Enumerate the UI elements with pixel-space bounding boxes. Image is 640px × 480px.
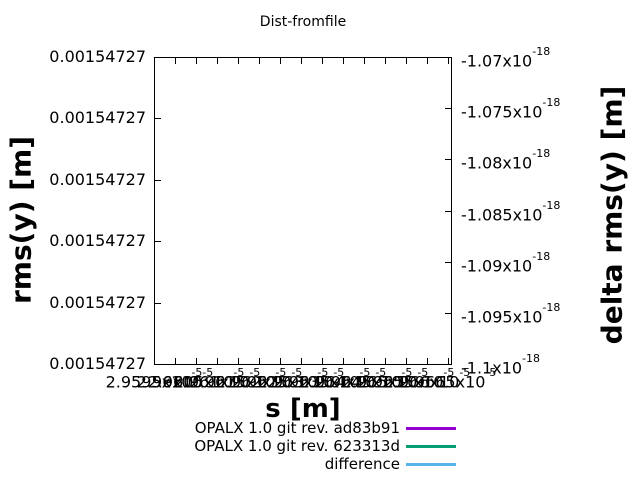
tick-mark (448, 58, 449, 64)
right-axis-title: delta rms(y) [m] (595, 85, 629, 345)
tick-mark (196, 358, 197, 364)
legend-line-swatch (406, 427, 456, 430)
legend-entry-label: OPALX 1.0 git rev. 623313d (194, 437, 400, 455)
x-tick-label: 2.9645x10-5 (315, 366, 413, 392)
y-tick-label: 0.00154727 (49, 108, 146, 128)
y-tick-label: 0.00154727 (49, 169, 146, 189)
x-tick-label: 2.965x10-5 (341, 366, 429, 392)
x-tick-label: 2.964x10-5 (299, 366, 387, 392)
tick-mark (175, 358, 176, 364)
x-tick-label: 2.9595x10-5 (105, 366, 203, 392)
x-tick-label: 2.9615x10-5 (189, 366, 287, 392)
x-tick-label: 2.961x10-5 (173, 366, 261, 392)
y2-tick-label: -1.075x10-18 (461, 96, 561, 122)
legend-entry: difference (150, 455, 470, 473)
x-tick-label: 2.9665x10-5 (399, 366, 497, 392)
y2-tick-label: -1.1x10-18 (461, 352, 541, 378)
x-tick-label: 2.9625x10-5 (231, 366, 329, 392)
tick-mark (301, 58, 302, 64)
tick-mark (322, 58, 323, 64)
tick-mark (343, 358, 344, 364)
x-tick-label: 2.96x10-5 (136, 366, 214, 392)
tick-mark (445, 313, 451, 314)
tick-mark (155, 118, 161, 119)
tick-mark (445, 159, 451, 160)
tick-mark (301, 358, 302, 364)
x-tick-label: 2.9605x10-5 (147, 366, 245, 392)
tick-mark (259, 58, 260, 64)
tick-mark (155, 303, 161, 304)
tick-mark (217, 58, 218, 64)
legend-entry-label: difference (324, 455, 400, 473)
tick-mark (155, 180, 161, 181)
tick-mark (217, 358, 218, 364)
x-tick-label: 2.9655x10-5 (357, 366, 455, 392)
y-tick-label: 0.00154727 (49, 231, 146, 251)
tick-mark (445, 211, 451, 212)
legend-entry: OPALX 1.0 git rev. 623313d (150, 437, 470, 455)
x-tick-label: 2.963x10-5 (257, 366, 345, 392)
y2-tick-label: -1.095x10-18 (461, 300, 561, 327)
left-axis-title: rms(y) [m] (4, 135, 38, 305)
tick-mark (385, 58, 386, 64)
tick-mark (448, 358, 449, 364)
tick-mark (238, 58, 239, 64)
y2-tick-label: -1.085x10-18 (461, 198, 561, 224)
legend-entry: OPALX 1.0 git rev. ad83b91 (150, 419, 470, 437)
y2-tick-label: -1.08x10-18 (461, 147, 551, 173)
tick-mark (406, 358, 407, 364)
y-tick-label: 0.00154727 (49, 354, 146, 373)
tick-mark (427, 358, 428, 364)
tick-mark (445, 262, 451, 263)
chart-title: Dist-fromfile (259, 14, 347, 30)
x-tick-label: 2.9635x10-5 (273, 366, 371, 392)
tick-mark (196, 58, 197, 64)
tick-mark (406, 58, 407, 64)
y2-tick-label: -1.09x10-18 (461, 249, 551, 275)
x-tick-label: 2.962x10-5 (215, 366, 303, 392)
tick-mark (280, 58, 281, 64)
x-tick-label: 2.966x10-5 (383, 366, 471, 392)
tick-mark (259, 358, 260, 364)
tick-mark (322, 358, 323, 364)
legend-line-swatch (406, 463, 456, 466)
legend-entry-label: OPALX 1.0 git rev. ad83b91 (194, 419, 400, 437)
x-axis-title: s [m] (265, 394, 341, 424)
y-tick-label: 0.00154727 (49, 47, 146, 66)
tick-mark (364, 58, 365, 64)
plot-area (154, 57, 452, 365)
legend-line-swatch (406, 445, 456, 448)
tick-mark (385, 358, 386, 364)
y2-tick-label: -1.07x10-18 (461, 45, 551, 71)
tick-mark (155, 241, 161, 242)
y-tick-label: 0.00154727 (49, 292, 146, 312)
tick-mark (343, 58, 344, 64)
tick-mark (445, 108, 451, 109)
tick-mark (364, 358, 365, 364)
tick-mark (175, 58, 176, 64)
tick-mark (280, 358, 281, 364)
tick-mark (238, 358, 239, 364)
tick-mark (427, 58, 428, 64)
